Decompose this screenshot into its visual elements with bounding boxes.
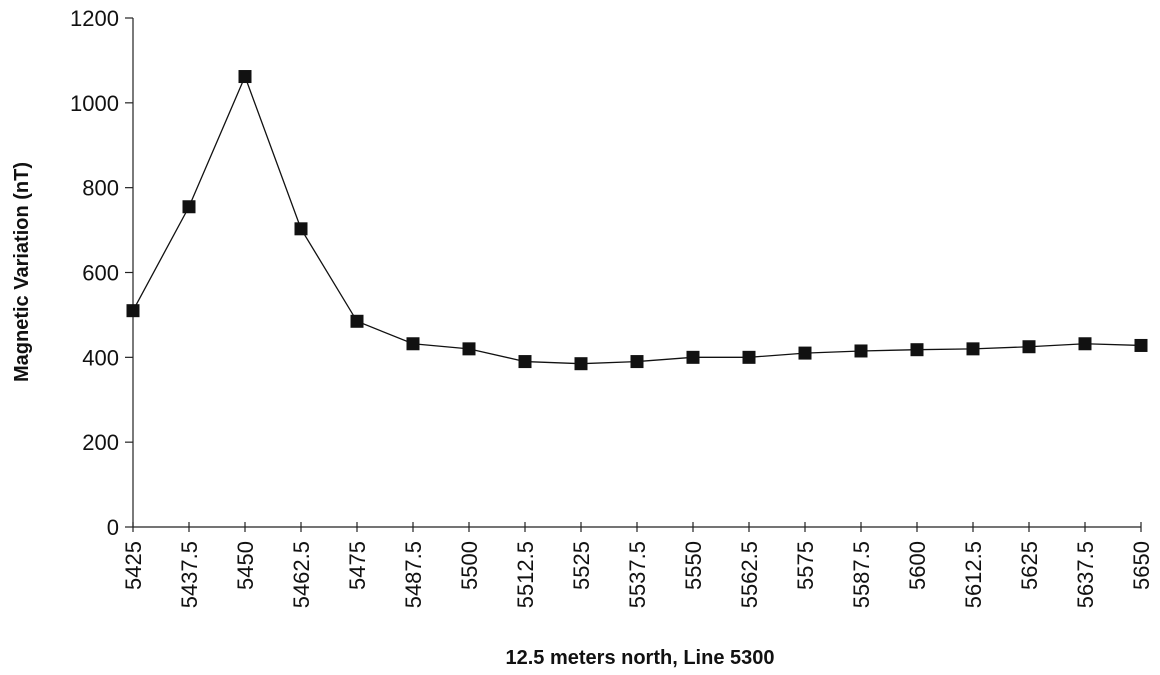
y-tick-label: 600 bbox=[82, 261, 119, 286]
x-tick-label: 5425 bbox=[121, 541, 146, 590]
data-point-marker bbox=[574, 357, 588, 371]
x-axis-label: 12.5 meters north, Line 5300 bbox=[505, 647, 774, 669]
x-tick-label: 5650 bbox=[1129, 541, 1154, 590]
data-point-marker bbox=[350, 314, 364, 328]
x-tick-label: 5437.5 bbox=[177, 541, 202, 608]
data-point-marker bbox=[1022, 340, 1036, 354]
data-point-marker bbox=[742, 350, 756, 364]
x-tick-label: 5512.5 bbox=[513, 541, 538, 608]
data-point-marker bbox=[686, 350, 700, 364]
x-axis-ticks: 5425 5437.5 5450 5462.5 5475 5487.5 5500 5512.5… bbox=[121, 522, 1154, 608]
y-tick-label: 0 bbox=[107, 515, 119, 540]
x-tick-label: 5562.5 bbox=[737, 541, 762, 608]
y-axis-label: Magnetic Variation (nT) bbox=[11, 162, 33, 382]
x-tick-label: 5600 bbox=[905, 541, 930, 590]
data-point-marker bbox=[294, 222, 308, 236]
x-tick-label: 5575 bbox=[793, 541, 818, 590]
x-tick-label: 5525 bbox=[569, 541, 594, 590]
x-tick-label: 5475 bbox=[345, 541, 370, 590]
x-tick-label: 5487.5 bbox=[401, 541, 426, 608]
data-point-marker bbox=[126, 304, 140, 318]
y-axis-ticks: 0 200 400 600 800 1000 1200 bbox=[70, 6, 133, 540]
x-tick-label: 5462.5 bbox=[289, 541, 314, 608]
data-point-marker bbox=[630, 355, 644, 369]
y-tick-label: 400 bbox=[82, 345, 119, 370]
x-tick-label: 5500 bbox=[457, 541, 482, 590]
data-point-marker bbox=[406, 337, 420, 351]
data-point-marker bbox=[966, 342, 980, 356]
data-point-marker bbox=[462, 342, 476, 356]
x-tick-label: 5587.5 bbox=[849, 541, 874, 608]
data-point-marker bbox=[798, 346, 812, 360]
x-tick-label: 5537.5 bbox=[625, 541, 650, 608]
x-tick-label: 5612.5 bbox=[961, 541, 986, 608]
y-tick-label: 800 bbox=[82, 176, 119, 201]
x-tick-label: 5637.5 bbox=[1073, 541, 1098, 608]
data-point-marker bbox=[1134, 338, 1148, 352]
x-tick-label: 5550 bbox=[681, 541, 706, 590]
y-tick-label: 200 bbox=[82, 430, 119, 455]
series-line bbox=[132, 74, 1142, 365]
x-tick-label: 5450 bbox=[233, 541, 258, 590]
data-point-marker bbox=[182, 200, 196, 214]
data-point-marker bbox=[238, 70, 252, 84]
data-point-marker bbox=[518, 355, 532, 369]
data-point-marker bbox=[910, 343, 924, 357]
data-point-marker bbox=[1078, 337, 1092, 351]
y-tick-label: 1200 bbox=[70, 6, 119, 31]
y-tick-label: 1000 bbox=[70, 91, 119, 116]
x-tick-label: 5625 bbox=[1017, 541, 1042, 590]
axes bbox=[132, 18, 1141, 528]
series-layer bbox=[126, 70, 1148, 371]
data-point-marker bbox=[854, 344, 868, 358]
